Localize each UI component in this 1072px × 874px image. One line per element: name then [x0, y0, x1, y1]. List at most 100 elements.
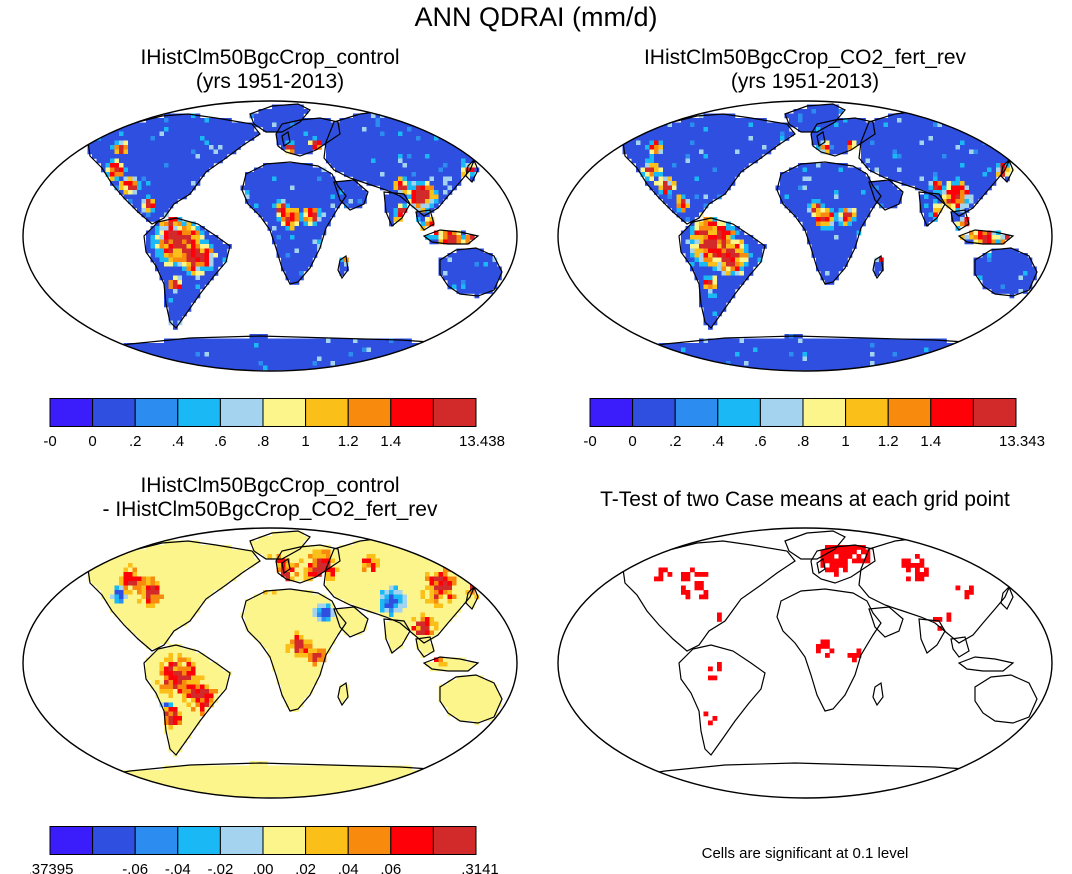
coastline-nz [501, 722, 513, 740]
colorbar-tick-label: 1.4 [920, 433, 941, 450]
panel-title-co2-fert-rev: IHistClm50BgcCrop_CO2_fert_rev (yrs 1951… [555, 46, 1055, 94]
colorbar-box [802, 398, 847, 427]
coastline-namerica [622, 540, 796, 652]
colorbar-tick-label: -0 [583, 433, 596, 450]
coastline-africa [241, 588, 347, 712]
colorbar-tick-label: 1.2 [338, 433, 359, 450]
coastline-samerica [678, 217, 766, 329]
coastline-australia [974, 247, 1038, 297]
colorbar-tick-label: 13.343 [999, 433, 1045, 450]
colorbar-tick-label: -0 [43, 433, 56, 450]
coastline-indonesia [422, 229, 480, 245]
colorbar-tick-label: 1 [301, 433, 309, 450]
colorbar-tick-label: .4 [712, 433, 725, 450]
coastline-india [918, 191, 946, 227]
colorbar-box [305, 826, 349, 855]
colorbar-tick-label: .6 [754, 433, 767, 450]
coastline-nz [1036, 722, 1048, 740]
coastline-japan [1000, 158, 1014, 184]
coastline-uk [281, 131, 291, 147]
colorbar-box [134, 826, 179, 855]
map-control [22, 100, 518, 372]
colorbar-box [49, 826, 94, 855]
coastline-seasia [415, 209, 435, 231]
coastline-nz [1036, 295, 1048, 313]
colorbar-box [262, 398, 307, 427]
colorbar-box [432, 398, 477, 427]
panel-title-line: (yrs 1951-2013) [195, 70, 345, 93]
figure-title: ANN QDRAI (mm/d) [414, 2, 658, 32]
coastline-japan [1000, 585, 1014, 611]
colorbar-box [347, 826, 392, 855]
colorbar-tick-label: 1.4 [380, 433, 401, 450]
colorbar-box [717, 398, 761, 427]
colorbar-control: -0 0 .2 .4 .6 .8 1 1.2 1.4 13.438 [43, 398, 505, 450]
colorbar-box [589, 398, 634, 427]
coastline-madagascar [337, 254, 349, 280]
colorbar-co2-fert-rev: -0 0 .2 .4 .6 .8 1 1.2 1.4 13.343 [583, 398, 1045, 450]
coastline-australia [439, 247, 503, 297]
coastline-greenland [249, 103, 311, 133]
panel-title-ttest: T-Test of two Case means at each grid po… [545, 488, 1065, 512]
coastline-africa [776, 161, 882, 285]
panel-title-line: IHistClm50BgcCrop_control [140, 46, 400, 69]
coastline-arabia [333, 606, 369, 638]
panel-title-line: IHistClm50BgcCrop_control [140, 474, 400, 497]
coastlines [611, 530, 1048, 798]
colorbar-box [845, 398, 889, 427]
coastline-india [918, 618, 946, 654]
colorbar-box [134, 398, 179, 427]
colorbar-tick-label: 1 [841, 433, 849, 450]
coastline-samerica [143, 217, 231, 329]
map-grid-cells [654, 545, 974, 726]
colorbar-tick-label: -.06 [122, 861, 148, 874]
colorbar-tick-label: 1.2 [878, 433, 899, 450]
colorbar-box [390, 826, 434, 855]
coastline-indonesia [957, 656, 1015, 672]
colorbar-box [390, 398, 434, 427]
colorbar-box [347, 398, 392, 427]
coastline-japan [465, 585, 479, 611]
colorbar-box [432, 826, 477, 855]
map-difference [22, 527, 518, 799]
panel-title-control: IHistClm50BgcCrop_control (yrs 1951-2013… [20, 46, 520, 94]
colorbar-box [674, 398, 719, 427]
coastline-madagascar [337, 681, 349, 707]
colorbar-tick-label: 0 [88, 433, 96, 450]
coastline-seasia [415, 636, 435, 658]
colorbar-box [632, 398, 676, 427]
colorbar-box [887, 398, 932, 427]
map-border [22, 527, 518, 799]
map-ttest [557, 527, 1053, 799]
coastline-uk [816, 131, 826, 147]
map-border [557, 527, 1053, 799]
coastline-greenland [249, 530, 311, 560]
colorbar-box [92, 398, 136, 427]
coastline-australia [439, 674, 503, 724]
coastline-europe [275, 117, 341, 157]
panel-title-line: (yrs 1951-2013) [730, 70, 880, 93]
colorbar-box [219, 398, 264, 427]
coastline-seasia [950, 209, 970, 231]
colorbar-tick-label: .02 [295, 861, 316, 874]
coastline-australia [974, 674, 1038, 724]
coastline-nz [501, 295, 513, 313]
coastline-europe [810, 544, 876, 584]
colorbar-tick-label: .06 [380, 861, 401, 874]
coastline-namerica [87, 540, 261, 652]
colorbar-box [262, 826, 307, 855]
colorbar-tick-label: .6 [214, 433, 227, 450]
coastline-namerica [87, 113, 261, 225]
coastline-africa [241, 161, 347, 285]
colorbar-tick-label: .04 [338, 861, 359, 874]
colorbar-difference: -.37395 -.06 -.04 -.02 .00 .02 .04 .06 .3141 [30, 826, 499, 874]
map-co2-fert-rev [557, 100, 1053, 372]
colorbar-box [92, 826, 136, 855]
coastline-seasia [950, 636, 970, 658]
coastline-samerica [143, 644, 231, 756]
coastline-namerica [622, 113, 796, 225]
colorbar-box [49, 398, 94, 427]
significance-note: Cells are significant at 0.1 level [701, 845, 909, 862]
colorbar-tick-label: 0 [628, 433, 636, 450]
coastline-indonesia [957, 229, 1015, 245]
